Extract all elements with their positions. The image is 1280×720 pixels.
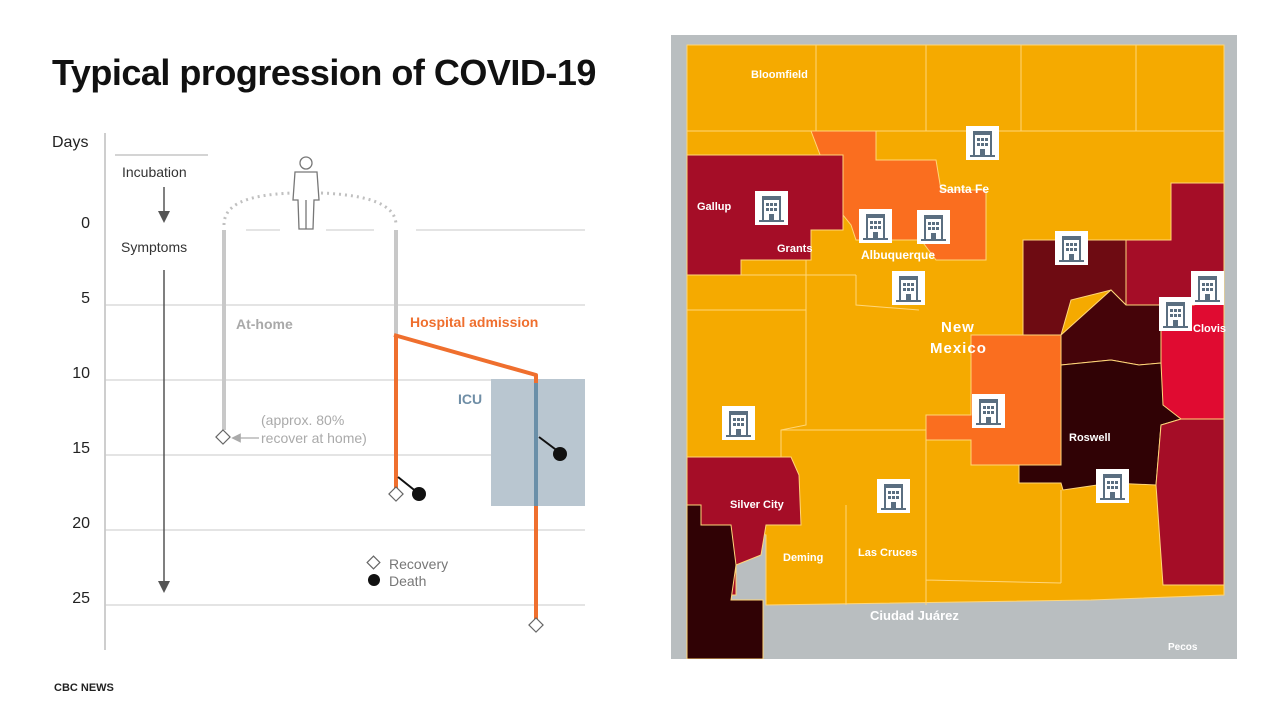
place-label-albuquerque: Albuquerque <box>861 248 935 262</box>
hospital-recovery-marker <box>388 486 404 502</box>
county-regions <box>686 44 1225 659</box>
legend-death-label: Death <box>389 573 426 589</box>
tick-label-day-10: 10 <box>72 365 90 382</box>
legend-recovery-label: Recovery <box>389 556 448 572</box>
tick-label-day-15: 15 <box>72 440 90 457</box>
hospital-building-icon <box>1159 297 1192 331</box>
grid-lines: 0 5 10 15 20 25 <box>72 215 585 607</box>
hospital-building-icon <box>859 209 892 243</box>
place-label-grants: Grants <box>777 243 812 255</box>
place-label-deming: Deming <box>783 552 823 564</box>
place-labels: Bloomfield Gallup Santa Fe Grants Albuqu… <box>697 69 1226 653</box>
state-label-line1: New <box>941 319 975 336</box>
place-label-clovis: Clovis <box>1193 323 1226 335</box>
state-label-line2: Mexico <box>930 340 987 357</box>
place-label-silver-city: Silver City <box>730 499 785 511</box>
county-region <box>1155 418 1225 586</box>
hospital-building-icon <box>972 394 1005 428</box>
place-label-las-cruces: Las Cruces <box>858 547 917 559</box>
person-icon <box>292 156 320 230</box>
place-label-pecos: Pecos <box>1168 642 1198 653</box>
phase-incubation-label: Incubation <box>122 164 187 180</box>
hospital-building-icon <box>966 126 999 160</box>
slide-title: Typical progression of COVID-19 <box>52 52 596 93</box>
hospital-markers <box>722 126 1224 513</box>
hospital-building-icon <box>722 406 755 440</box>
hospital-admission-label: Hospital admission <box>410 314 538 330</box>
hospital-building-icon <box>755 191 788 225</box>
place-label-santa-fe: Santa Fe <box>939 182 989 196</box>
tick-label-day-0: 0 <box>81 215 90 232</box>
county-region <box>686 504 764 659</box>
phase-symptoms-label: Symptoms <box>121 239 187 255</box>
legend-recovery-marker <box>366 555 381 570</box>
hospital-to-icu-line <box>393 333 538 383</box>
new-mexico-map: Bloomfield Gallup Santa Fe Grants Albuqu… <box>671 35 1237 659</box>
tick-label-day-25: 25 <box>72 590 90 607</box>
place-label-bloomfield: Bloomfield <box>751 69 808 81</box>
place-label-gallup: Gallup <box>697 201 732 213</box>
hospital-building-icon <box>1055 231 1088 265</box>
at-home-note-line2: recover at home) <box>261 430 367 446</box>
hospital-dotted-arc <box>320 191 398 226</box>
icu-death-marker <box>553 447 567 461</box>
at-home-dotted-arc <box>222 191 293 226</box>
hospital-building-icon <box>1191 271 1224 305</box>
icu-label: ICU <box>458 391 482 407</box>
hospital-building-icon <box>1096 469 1129 503</box>
hospital-building-icon <box>917 210 950 244</box>
hospital-building-icon <box>892 271 925 305</box>
county-borders <box>687 45 1224 605</box>
at-home-label: At-home <box>236 316 293 332</box>
legend-death-marker <box>368 574 380 586</box>
axis-label-days: Days <box>52 134 88 151</box>
at-home-recovery-marker <box>215 429 231 445</box>
tick-label-day-5: 5 <box>81 290 90 307</box>
icu-recovery-marker <box>528 617 544 633</box>
at-home-note-line1: (approx. 80% <box>261 412 344 428</box>
place-label-ciudad-juarez: Ciudad Juárez <box>870 608 959 623</box>
source-credit: CBC NEWS <box>54 682 114 694</box>
place-label-roswell: Roswell <box>1069 432 1111 444</box>
hospital-building-icon <box>877 479 910 513</box>
hospital-death-marker <box>412 487 426 501</box>
tick-label-day-20: 20 <box>72 515 90 532</box>
